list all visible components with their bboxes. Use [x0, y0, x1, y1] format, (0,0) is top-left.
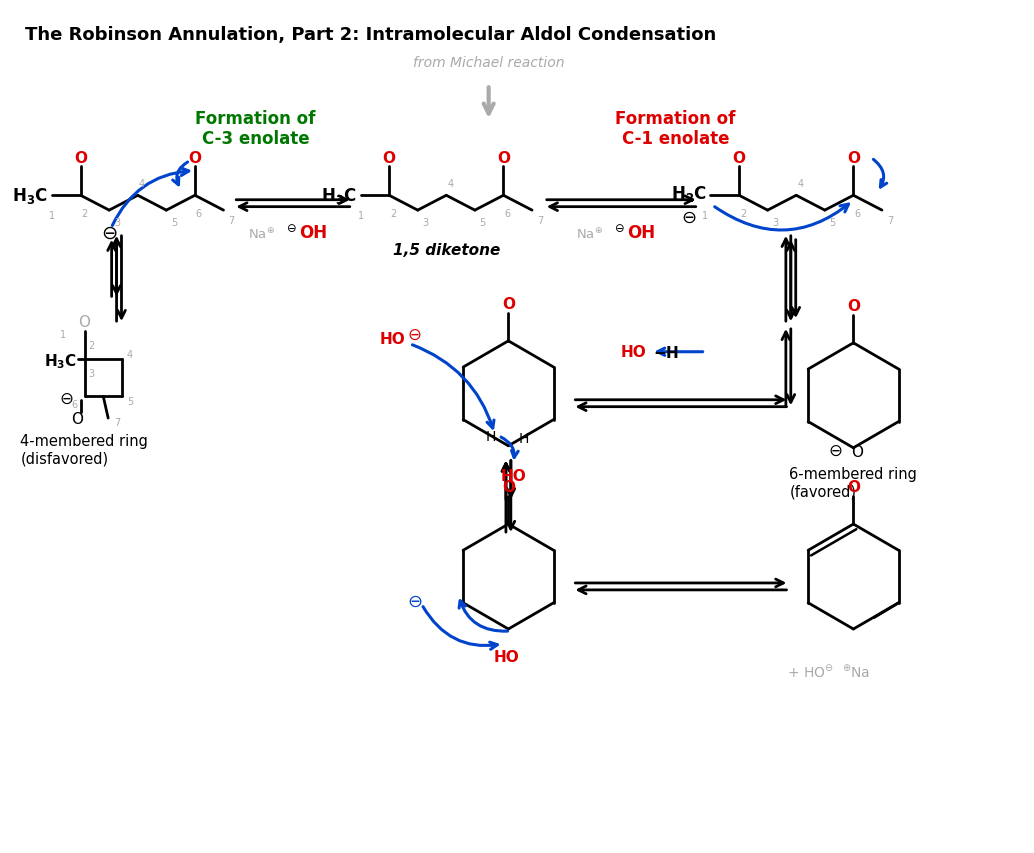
Text: 5: 5 — [829, 218, 835, 228]
Text: 1: 1 — [60, 329, 66, 339]
Text: 5: 5 — [127, 397, 133, 407]
Text: HO: HO — [620, 345, 646, 360]
Text: 5: 5 — [480, 218, 486, 228]
Text: ⊖: ⊖ — [407, 593, 422, 611]
Text: H: H — [485, 429, 496, 444]
Text: 2: 2 — [740, 209, 747, 219]
Text: OH: OH — [299, 223, 327, 241]
Text: ⊖: ⊖ — [407, 326, 422, 344]
Text: HO: HO — [500, 468, 526, 484]
Text: O: O — [501, 296, 515, 311]
Text: O: O — [74, 151, 87, 166]
Text: 1,5 diketone: 1,5 diketone — [393, 243, 500, 258]
Text: O: O — [501, 479, 515, 495]
Text: O: O — [497, 151, 510, 166]
Text: $\mathbf{-}$H: $\mathbf{-}$H — [653, 345, 679, 360]
Text: 1: 1 — [49, 211, 55, 221]
Text: 6: 6 — [195, 209, 202, 219]
Text: ⊖: ⊖ — [681, 209, 696, 227]
Text: OH: OH — [627, 223, 655, 241]
Text: 3: 3 — [772, 218, 779, 228]
Text: HO: HO — [493, 649, 519, 664]
Text: 7: 7 — [229, 216, 235, 226]
Text: The Robinson Annulation, Part 2: Intramolecular Aldol Condensation: The Robinson Annulation, Part 2: Intramo… — [26, 26, 717, 44]
Text: Formation of
C-3 enolate: Formation of C-3 enolate — [195, 109, 315, 148]
Text: $^{\ominus}$: $^{\ominus}$ — [285, 223, 297, 241]
Text: 1: 1 — [358, 211, 364, 221]
Text: + HO$^{\ominus}$  $^{\oplus}$Na: + HO$^{\ominus}$ $^{\oplus}$Na — [787, 663, 871, 679]
Text: 4: 4 — [139, 179, 145, 189]
Text: O: O — [70, 411, 83, 426]
Text: 7: 7 — [887, 216, 893, 226]
Text: 7: 7 — [114, 418, 120, 427]
Text: O: O — [847, 299, 860, 313]
Text: 2: 2 — [82, 209, 88, 219]
Text: Formation of
C-1 enolate: Formation of C-1 enolate — [615, 109, 735, 148]
Text: ⊖: ⊖ — [60, 390, 73, 408]
Text: O: O — [383, 151, 396, 166]
Text: 4: 4 — [447, 179, 453, 189]
Text: from Michael reaction: from Michael reaction — [413, 55, 565, 69]
Text: 3: 3 — [423, 218, 429, 228]
Text: $\mathbf{H_3C}$: $\mathbf{H_3C}$ — [43, 352, 77, 370]
Text: HO: HO — [379, 332, 405, 347]
Text: 6-membered ring
(favored): 6-membered ring (favored) — [789, 467, 917, 499]
Text: 3: 3 — [88, 368, 94, 378]
Text: 6: 6 — [854, 209, 860, 219]
Text: 3: 3 — [114, 218, 120, 228]
Text: $\mathbf{H_3C}$: $\mathbf{H_3C}$ — [12, 186, 48, 206]
Text: O: O — [732, 151, 746, 166]
Text: 5: 5 — [171, 218, 178, 228]
Text: O: O — [851, 444, 863, 460]
Text: $\mathbf{H_2C}$: $\mathbf{H_2C}$ — [671, 184, 706, 204]
Text: ⊖: ⊖ — [828, 441, 843, 459]
Text: 6: 6 — [505, 209, 511, 219]
Text: 2: 2 — [390, 209, 396, 219]
Text: ⊖: ⊖ — [101, 223, 117, 242]
Text: 2: 2 — [88, 340, 94, 351]
Text: $^{\ominus}$: $^{\ominus}$ — [614, 223, 625, 241]
Text: $\mathbf{H_3C}$: $\mathbf{H_3C}$ — [321, 186, 357, 206]
Text: O: O — [79, 314, 91, 329]
Text: Na$^{\oplus}$: Na$^{\oplus}$ — [576, 226, 603, 241]
Text: 4: 4 — [797, 179, 803, 189]
Text: 6: 6 — [71, 400, 78, 409]
Text: 1: 1 — [701, 211, 707, 221]
Text: 4: 4 — [127, 349, 133, 359]
Text: O: O — [847, 479, 860, 495]
Text: H: H — [519, 432, 529, 445]
Text: O: O — [847, 151, 860, 166]
Text: O: O — [188, 151, 202, 166]
Text: 7: 7 — [537, 216, 543, 226]
Text: 4-membered ring
(disfavored): 4-membered ring (disfavored) — [21, 433, 148, 466]
Text: Na$^{\oplus}$: Na$^{\oplus}$ — [248, 226, 275, 241]
